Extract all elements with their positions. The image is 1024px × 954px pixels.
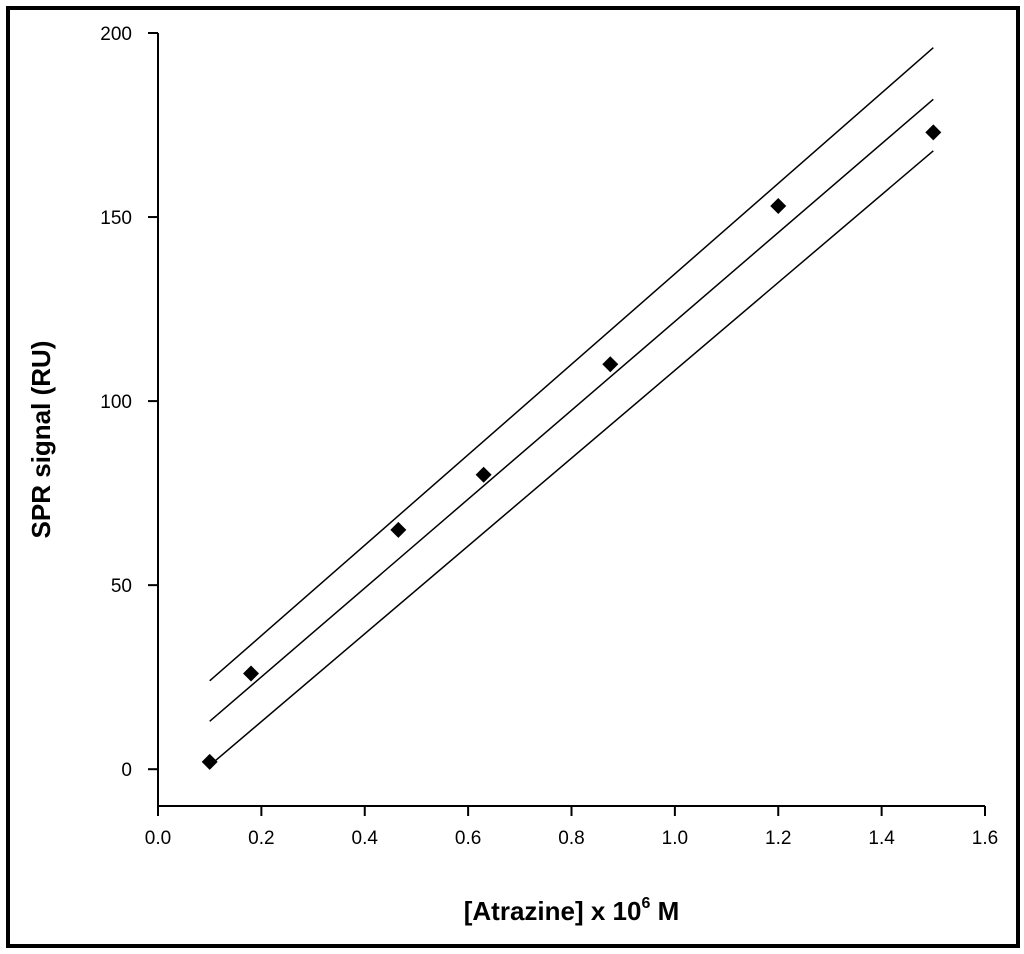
x-axis-title: [Atrazine] x 106 M bbox=[464, 895, 680, 926]
data-point bbox=[925, 124, 942, 141]
x-tick-label: 0.2 bbox=[248, 828, 274, 849]
x-axis-title-superscript: 6 bbox=[641, 895, 650, 912]
data-point bbox=[770, 198, 787, 215]
x-tick-label: 0.4 bbox=[352, 828, 379, 849]
plot-area: 0.0 0.2 0.4 0.6 0.8 1.0 1.2 1.4 1.6 0 50 100 150 200 bbox=[100, 24, 998, 849]
y-tick-label: 50 bbox=[111, 576, 132, 597]
x-tick-label: 1.6 bbox=[972, 828, 998, 849]
x-tick-label: 1.0 bbox=[662, 828, 688, 849]
data-point bbox=[602, 356, 619, 373]
x-tick-label: 0.6 bbox=[455, 828, 481, 849]
x-ticks: 0.0 0.2 0.4 0.6 0.8 1.0 1.2 1.4 1.6 bbox=[145, 806, 998, 849]
x-tick-label: 0.0 bbox=[145, 828, 171, 849]
data-point bbox=[475, 466, 492, 483]
x-tick-label: 1.4 bbox=[868, 828, 895, 849]
lower-confidence-line bbox=[209, 150, 934, 767]
x-tick-label: 1.2 bbox=[765, 828, 791, 849]
y-tick-label: 100 bbox=[100, 392, 132, 413]
x-axis-title-main: [Atrazine] x 10 bbox=[464, 896, 642, 926]
regression-line bbox=[209, 98, 934, 722]
y-ticks: 0 50 100 150 200 bbox=[100, 24, 158, 781]
y-tick-label: 200 bbox=[100, 24, 132, 45]
fit-lines bbox=[209, 47, 934, 767]
data-point bbox=[243, 665, 260, 682]
data-point bbox=[390, 521, 407, 538]
y-axis-title: SPR signal (RU) bbox=[26, 341, 56, 539]
upper-confidence-line bbox=[209, 47, 934, 682]
x-tick-label: 0.8 bbox=[558, 828, 584, 849]
data-points bbox=[201, 124, 942, 770]
x-axis-title-suffix: M bbox=[650, 896, 679, 926]
figure-frame bbox=[6, 6, 1020, 948]
data-point bbox=[201, 753, 218, 770]
y-tick-label: 0 bbox=[121, 760, 132, 781]
y-tick-label: 150 bbox=[100, 208, 132, 229]
